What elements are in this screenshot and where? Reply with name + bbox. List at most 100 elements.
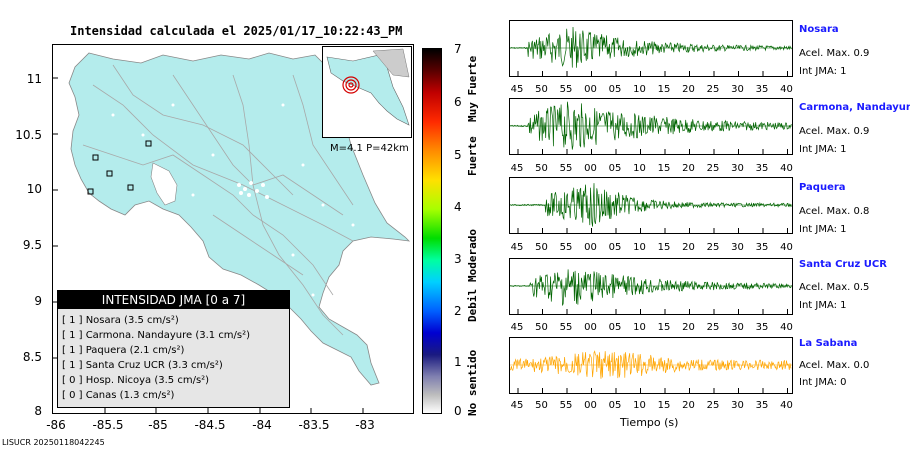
time-tick-label: 45 [510, 163, 524, 174]
waveform-trace [510, 101, 792, 150]
legend-row: [ 0 ] Hosp. Nicoya (3.5 cm/s²) [62, 375, 210, 386]
station-acel: Acel. Max. 0.9 [799, 126, 870, 137]
time-tick-label: 15 [657, 400, 671, 411]
y-tick: 9.5 [22, 238, 42, 252]
time-tick-label: 40 [780, 242, 793, 253]
time-tick-label: 05 [608, 242, 622, 253]
colorbar-tick: 4 [454, 200, 462, 214]
colorbar-word: Moderado [466, 229, 479, 282]
time-tick-label: 45 [510, 322, 524, 333]
time-tick-label: 05 [608, 400, 622, 411]
station-jma: Int JMA: 0 [799, 377, 847, 388]
legend-row: [ 1 ] Paquera (2.1 cm/s²) [62, 345, 185, 356]
time-tick-label: 20 [682, 322, 695, 333]
y-tick: 11 [26, 72, 42, 86]
x-tick: -84 [252, 418, 272, 432]
colorbar-word: Muy Fuerte [466, 55, 479, 122]
time-axis: 45 50 55 00 05 10 15 20 25 30 35 40 [509, 400, 793, 412]
colorbar-word: Debil [466, 288, 479, 322]
station-name[interactable]: Nosara [799, 24, 839, 35]
legend-row: [ 1 ] Carmona. Nandayure (3.1 cm/s²) [62, 330, 251, 341]
epicenter-marker [342, 76, 360, 94]
time-tick-label: 20 [682, 242, 695, 253]
colorbar-tick: 2 [454, 304, 462, 318]
footer-id: LISUCR 20250118042245 [2, 438, 105, 447]
time-tick-label: 40 [780, 400, 793, 411]
y-tick: 8 [34, 404, 42, 418]
time-tick-label: 40 [780, 322, 793, 333]
time-tick-label: 10 [633, 322, 646, 333]
legend-row: [ 1 ] Santa Cruz UCR (3.3 cm/s²) [62, 360, 223, 371]
legend-header: INTENSIDAD JMA [0 a 7] [58, 291, 289, 309]
station-name[interactable]: Santa Cruz UCR [799, 259, 887, 270]
intensity-colorbar [422, 48, 442, 414]
time-tick-label: 05 [608, 84, 622, 95]
x-tick: -85 [148, 418, 168, 432]
time-axis-label: Tiempo (s) [620, 416, 679, 429]
x-tick: -83 [355, 418, 375, 432]
station-name[interactable]: La Sabana [799, 338, 858, 349]
time-tick-label: 50 [535, 400, 548, 411]
colorbar-tick: 3 [454, 252, 462, 266]
time-tick-label: 25 [706, 400, 720, 411]
time-tick-label: 50 [535, 84, 548, 95]
x-tick: -84.5 [194, 418, 226, 432]
time-tick-label: 25 [706, 242, 720, 253]
settlement-dots [111, 103, 355, 307]
colorbar-tick: 6 [454, 95, 462, 109]
time-tick-label: 10 [633, 242, 646, 253]
waveform-trace [510, 183, 792, 227]
colorbar-tick: 0 [454, 404, 462, 418]
station-acel: Acel. Max. 0.0 [799, 360, 870, 371]
time-tick-label: 45 [510, 400, 524, 411]
legend-row: [ 1 ] Nosara (3.5 cm/s²) [62, 315, 179, 326]
y-tick: 10.5 [15, 128, 42, 142]
colorbar-word: Fuerte [466, 136, 479, 176]
time-tick-label: 15 [657, 163, 671, 174]
waveform-trace [510, 350, 792, 379]
time-tick-label: 10 [633, 400, 646, 411]
station-markers [87, 140, 152, 195]
waveform [510, 26, 792, 76]
time-tick-label: 55 [559, 400, 573, 411]
intensity-legend: INTENSIDAD JMA [0 a 7] [ 1 ] Nosara (3.5… [57, 290, 290, 408]
time-tick-label: 10 [633, 163, 646, 174]
time-tick-label: 00 [584, 322, 597, 333]
station-name[interactable]: Paquera [799, 182, 846, 193]
y-tick: 10 [26, 182, 42, 196]
time-tick-label: 40 [780, 163, 793, 174]
station-name[interactable]: Carmona, Nandayure [799, 102, 910, 113]
legend-row: [ 0 ] Canas (1.3 cm/s²) [62, 390, 175, 401]
time-tick-label: 15 [657, 84, 671, 95]
station-acel: Acel. Max. 0.9 [799, 48, 870, 59]
time-tick-label: 00 [584, 84, 597, 95]
time-tick-label: 15 [657, 322, 671, 333]
seismogram-panel [509, 98, 793, 155]
location-inset [322, 46, 412, 138]
time-tick-label: 50 [535, 163, 548, 174]
colorbar-tick: 5 [454, 148, 462, 162]
station-jma: Int JMA: 1 [799, 144, 847, 155]
time-tick-label: 25 [706, 163, 720, 174]
time-tick-label: 45 [510, 84, 524, 95]
time-tick-label: 00 [584, 400, 597, 411]
time-tick-label: 30 [731, 242, 744, 253]
time-tick-label: 55 [559, 163, 573, 174]
colorbar-tick: 1 [454, 355, 462, 369]
time-axis: 45 50 55 00 05 10 15 20 25 30 35 40 [509, 322, 793, 334]
time-tick-label: 35 [755, 163, 769, 174]
seismogram-panel [509, 177, 793, 234]
colorbar-tick: 7 [454, 42, 462, 56]
waveform-trace [510, 26, 792, 68]
inset-magnitude-label: M=4.1 P=42km [330, 143, 409, 154]
station-jma: Int JMA: 1 [799, 300, 847, 311]
time-tick-label: 20 [682, 163, 695, 174]
inset-map [326, 48, 410, 126]
time-tick-label: 35 [755, 84, 769, 95]
time-tick-label: 20 [682, 84, 695, 95]
time-axis: 45 50 55 00 05 10 15 20 25 30 35 40 [509, 163, 793, 175]
time-tick-label: 25 [706, 84, 720, 95]
time-tick-label: 50 [535, 322, 548, 333]
time-tick-label: 40 [780, 84, 793, 95]
road-network [82, 64, 354, 336]
